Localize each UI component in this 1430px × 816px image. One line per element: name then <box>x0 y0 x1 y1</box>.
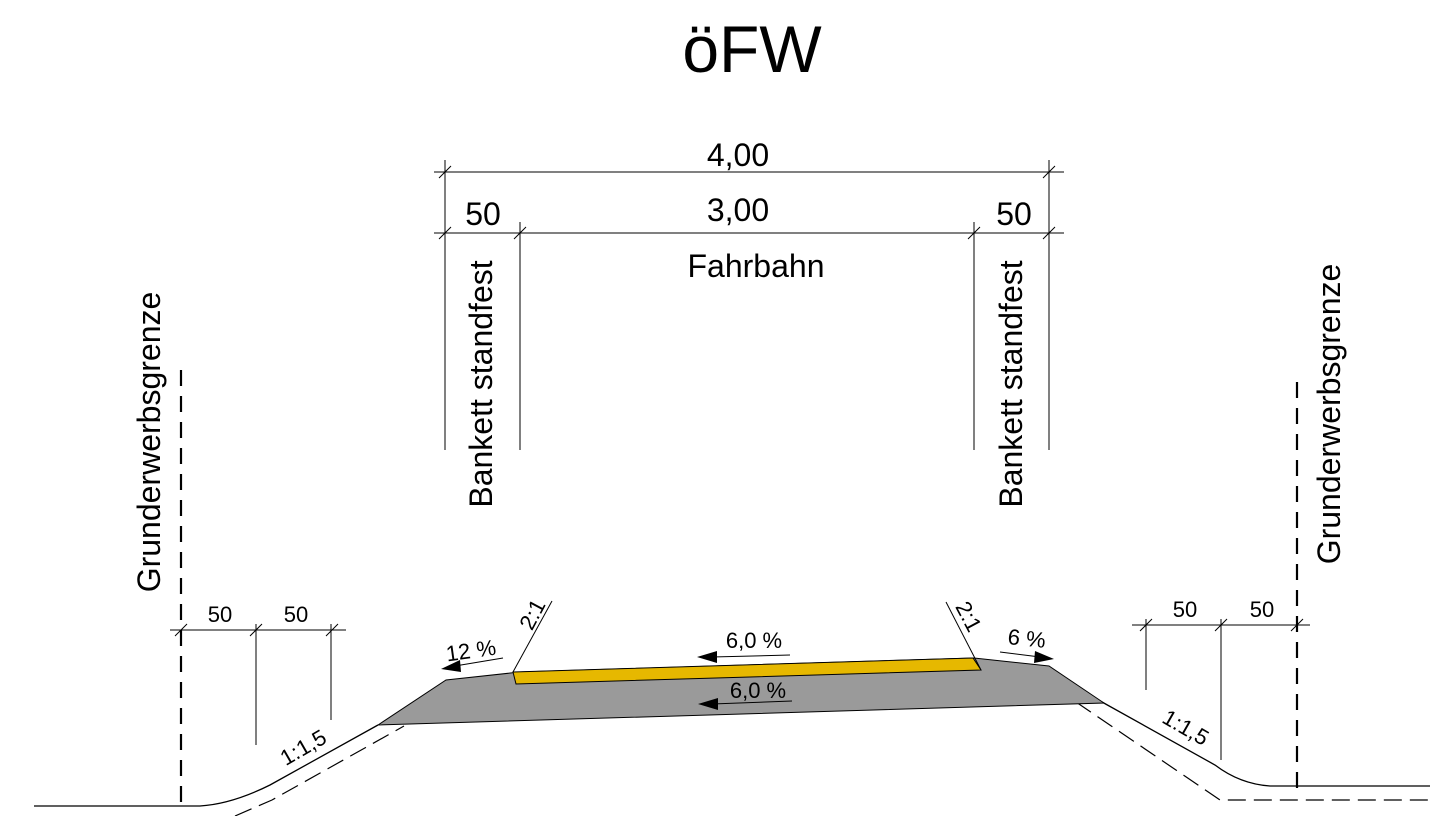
excavation-line-left <box>234 725 405 816</box>
carriageway-label: Fahrbahn <box>688 248 825 284</box>
top-dimension-lines <box>434 160 1064 450</box>
embankment-slope-left: 1:1,5 <box>276 724 331 770</box>
slope-arrows <box>441 651 1054 710</box>
boundary-label-left: Grunderwerbsgrenze <box>131 292 167 593</box>
edge-slope-label-left: 2:1 <box>514 595 550 634</box>
left-dim-b: 50 <box>284 602 308 627</box>
embankment-slope-right: 1:1,5 <box>1158 704 1213 750</box>
left-dim-a: 50 <box>208 602 232 627</box>
edge-slope-left <box>512 600 553 673</box>
left-side-dimensions <box>170 623 346 745</box>
edge-slope-right <box>945 601 982 671</box>
total-width-dimension: 4,00 <box>707 137 769 173</box>
existing-ground-left <box>34 724 379 807</box>
right-dim-b: 50 <box>1250 597 1274 622</box>
boundary-label-right: Grunderwerbsgrenze <box>1311 264 1347 565</box>
right-shoulder-dimension: 50 <box>996 196 1032 232</box>
left-shoulder-dimension: 50 <box>465 196 501 232</box>
slope-label-base: 6,0 % <box>730 678 786 703</box>
carriageway-dimension: 3,00 <box>707 192 769 228</box>
drawing-title: öFW <box>682 12 822 86</box>
existing-ground-right <box>1101 701 1430 787</box>
slope-label-right-shoulder: 6 % <box>1007 624 1047 653</box>
slope-label-surface: 6,0 % <box>726 628 782 653</box>
shoulder-label-right: Bankett standfest <box>993 260 1029 507</box>
slope-label-left-shoulder: 12 % <box>444 635 497 667</box>
excavation-line-right <box>1075 701 1430 801</box>
shoulder-label-left: Bankett standfest <box>463 260 499 507</box>
edge-slope-label-right: 2:1 <box>950 597 986 636</box>
right-side-dimensions <box>1132 618 1310 760</box>
right-dim-a: 50 <box>1173 597 1197 622</box>
